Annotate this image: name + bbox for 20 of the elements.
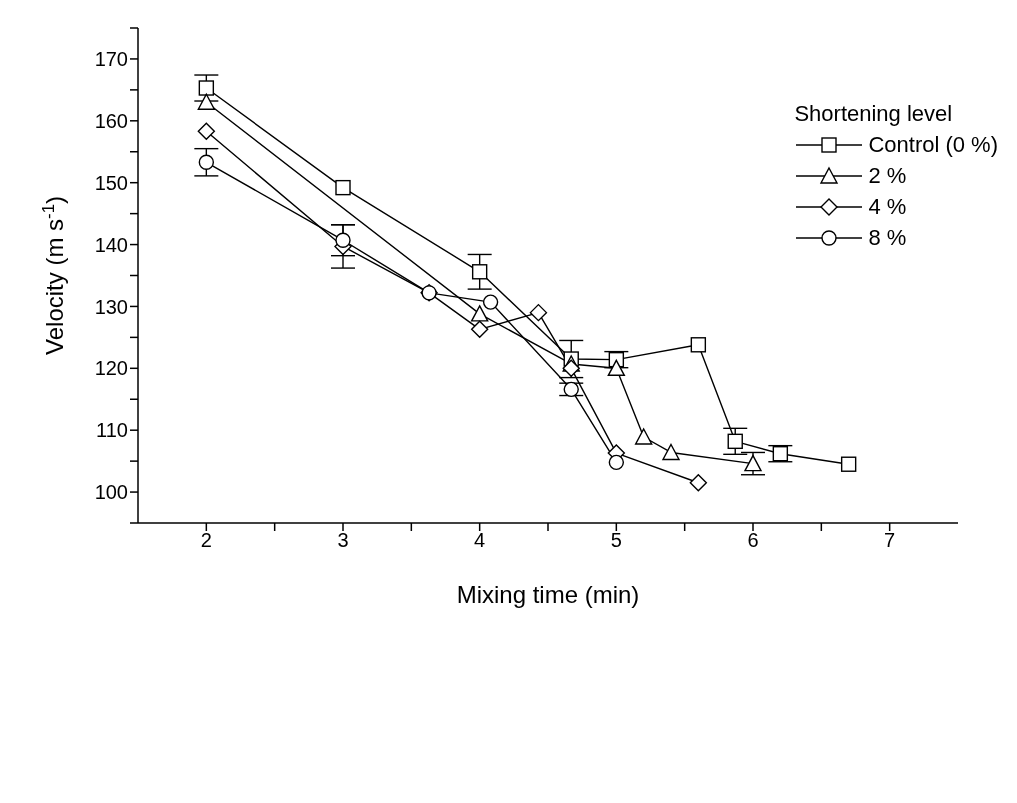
x-tick-label: 2 [200, 529, 212, 552]
y-tick-label: 160 [94, 109, 128, 132]
y-tick-label: 110 [96, 419, 128, 442]
y-tick-label: 130 [94, 295, 128, 318]
y-tick-label: 150 [94, 171, 128, 194]
legend-label: Control (0 %) [868, 131, 998, 159]
x-tick-label: 5 [610, 529, 622, 552]
x-tick-label: 7 [884, 529, 896, 552]
legend-label: 4 % [868, 193, 907, 221]
legend-label: 8 % [868, 224, 907, 252]
x-tick-label: 3 [337, 529, 349, 552]
legend-label: 2 % [868, 162, 907, 190]
y-tick-label: 120 [94, 357, 128, 380]
x-tick-label: 6 [747, 529, 759, 552]
y-tick-label: 100 [94, 481, 128, 504]
x-axis-title: Mixing time (min) [456, 581, 640, 608]
y-tick-label: 140 [94, 233, 128, 256]
x-tick-label: 4 [474, 529, 486, 552]
legend-title: Shortening level [794, 100, 954, 128]
y-tick-label: 170 [94, 48, 128, 71]
